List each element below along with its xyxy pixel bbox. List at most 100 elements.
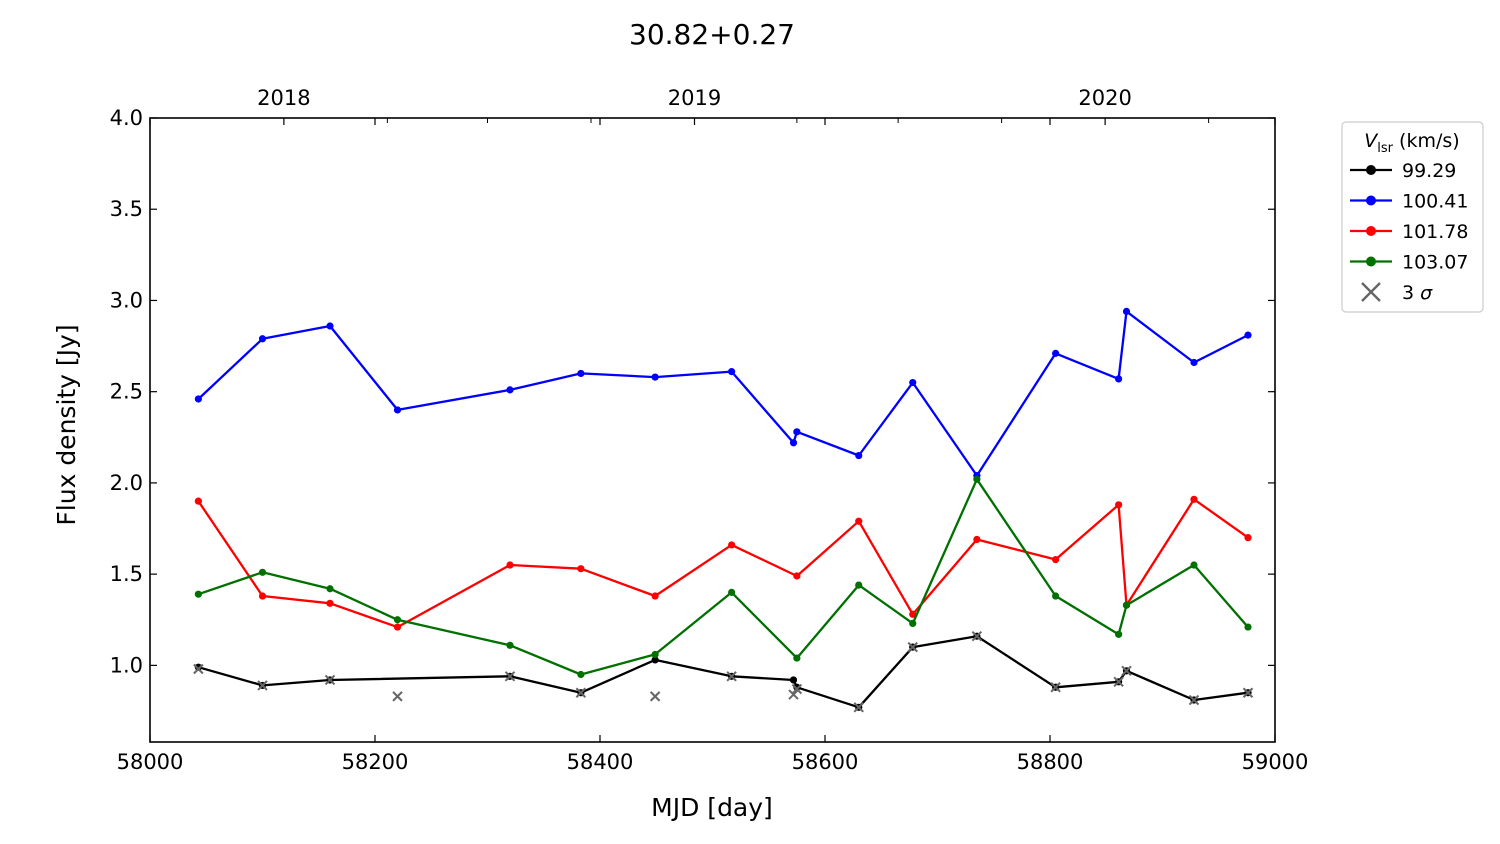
sigma-marker	[324, 674, 336, 686]
data-point	[728, 368, 736, 376]
data-point	[728, 588, 736, 596]
data-point	[393, 616, 402, 624]
sigma-marker	[791, 683, 803, 695]
data-point	[793, 654, 801, 662]
legend-swatch-marker	[1366, 195, 1376, 206]
sigma-marker	[1188, 694, 1200, 706]
y-tick-label: 1.0	[110, 653, 143, 677]
y-tick-label: 3.0	[110, 288, 143, 312]
year-tick-label: 2019	[668, 86, 721, 110]
sigma-marker-stroke	[1113, 676, 1124, 687]
chart-title: 30.82+0.27	[629, 18, 795, 51]
year-tick-label: 2018	[257, 86, 310, 110]
data-point	[258, 592, 267, 600]
sigma-marker-stroke	[1121, 665, 1132, 677]
legend-entry: 99.29	[1350, 160, 1456, 182]
data-point	[789, 439, 798, 447]
x-tick-label: 58200	[342, 750, 409, 774]
legend-label: 100.41	[1402, 191, 1468, 213]
data-point	[1190, 358, 1198, 367]
data-point	[793, 572, 801, 580]
data-point	[194, 663, 202, 671]
data-point	[909, 610, 917, 618]
legend-title-rest: (km/s)	[1393, 130, 1460, 152]
data-point	[855, 581, 863, 589]
legend-entry: 3 σ	[1361, 282, 1433, 304]
x-tick-label: 58400	[567, 750, 634, 774]
sigma-marker-stroke	[971, 630, 983, 642]
plot-frame	[149, 117, 1276, 743]
sigma-marker-stroke	[791, 683, 803, 695]
data-point	[393, 406, 402, 414]
data-point	[194, 497, 202, 505]
data-point	[506, 386, 514, 394]
data-point	[326, 322, 334, 330]
legend-title-sub: lsr	[1377, 141, 1393, 156]
legend-label: 3 σ	[1402, 282, 1433, 304]
data-point	[258, 568, 267, 576]
data-point	[1244, 331, 1252, 339]
sigma-marker-stroke	[257, 680, 268, 691]
series-99.29	[194, 632, 1252, 711]
x-tick-label: 58800	[1017, 750, 1084, 774]
x-tick-label: 58000	[117, 750, 184, 774]
y-tick-label: 3.5	[110, 197, 143, 221]
data-point	[506, 641, 514, 649]
legend-label: 99.29	[1402, 160, 1456, 182]
data-point	[577, 369, 585, 378]
data-point	[789, 676, 798, 684]
legend-entry: 101.78	[1350, 221, 1468, 243]
legend-entry: 103.07	[1350, 252, 1468, 274]
data-point	[1052, 555, 1060, 564]
sigma-marker-stroke	[853, 702, 864, 713]
data-point	[1052, 592, 1060, 600]
sigma-marker	[1242, 687, 1254, 698]
sigma-marker	[575, 687, 587, 698]
data-point	[194, 395, 202, 403]
sigma-marker	[788, 689, 799, 700]
legend-label-sigma: σ	[1420, 282, 1433, 304]
y-tick-label: 2.5	[110, 380, 143, 404]
series-line	[198, 478, 1249, 676]
axes: 58000 58200 58400 58600 58800 59000 1.0 1.5 2.0 2…	[110, 86, 1309, 774]
sigma-marker	[392, 691, 403, 702]
data-point	[577, 670, 585, 679]
data-point	[1244, 534, 1252, 542]
sigma-marker-stroke	[1242, 687, 1254, 698]
data-point	[1190, 561, 1198, 569]
sigma-marker	[257, 680, 268, 691]
sigma-marker-stroke	[907, 641, 918, 653]
legend: Vlsr (km/s) 99.29 100.41 101.78 103.07 3 σ	[1341, 121, 1484, 313]
sigma-marker	[853, 702, 864, 713]
x-tick-label: 58600	[792, 750, 859, 774]
data-point	[1122, 601, 1131, 609]
series-line	[198, 635, 1249, 709]
series-100.41	[194, 307, 1252, 480]
data-point	[1052, 349, 1060, 357]
data-point	[1122, 307, 1131, 316]
legend-swatch-x	[1361, 282, 1381, 302]
data-point	[728, 541, 736, 549]
year-tick-label: 2020	[1078, 86, 1131, 110]
sigma-marker-stroke	[788, 689, 799, 700]
data-point	[326, 585, 334, 593]
y-axis-title: Flux density [Jy]	[52, 324, 81, 525]
sigma-markers	[193, 630, 1254, 713]
sigma-marker	[907, 641, 918, 653]
series-line	[197, 498, 1249, 629]
sigma-marker-stroke	[649, 691, 661, 702]
data-point	[973, 475, 981, 483]
sigma-marker	[193, 663, 204, 675]
x-tick-label: 59000	[1242, 750, 1309, 774]
data-point	[1115, 501, 1123, 509]
sigma-marker-stroke	[575, 687, 587, 698]
sigma-marker	[1113, 676, 1124, 687]
sigma-marker-stroke	[193, 663, 204, 675]
data-point	[506, 561, 514, 569]
legend-label: 103.07	[1402, 252, 1468, 274]
data-point	[1190, 495, 1198, 503]
legend-entry: 100.41	[1350, 191, 1468, 213]
data-point	[793, 428, 801, 436]
legend-label-number: 3	[1402, 282, 1420, 304]
